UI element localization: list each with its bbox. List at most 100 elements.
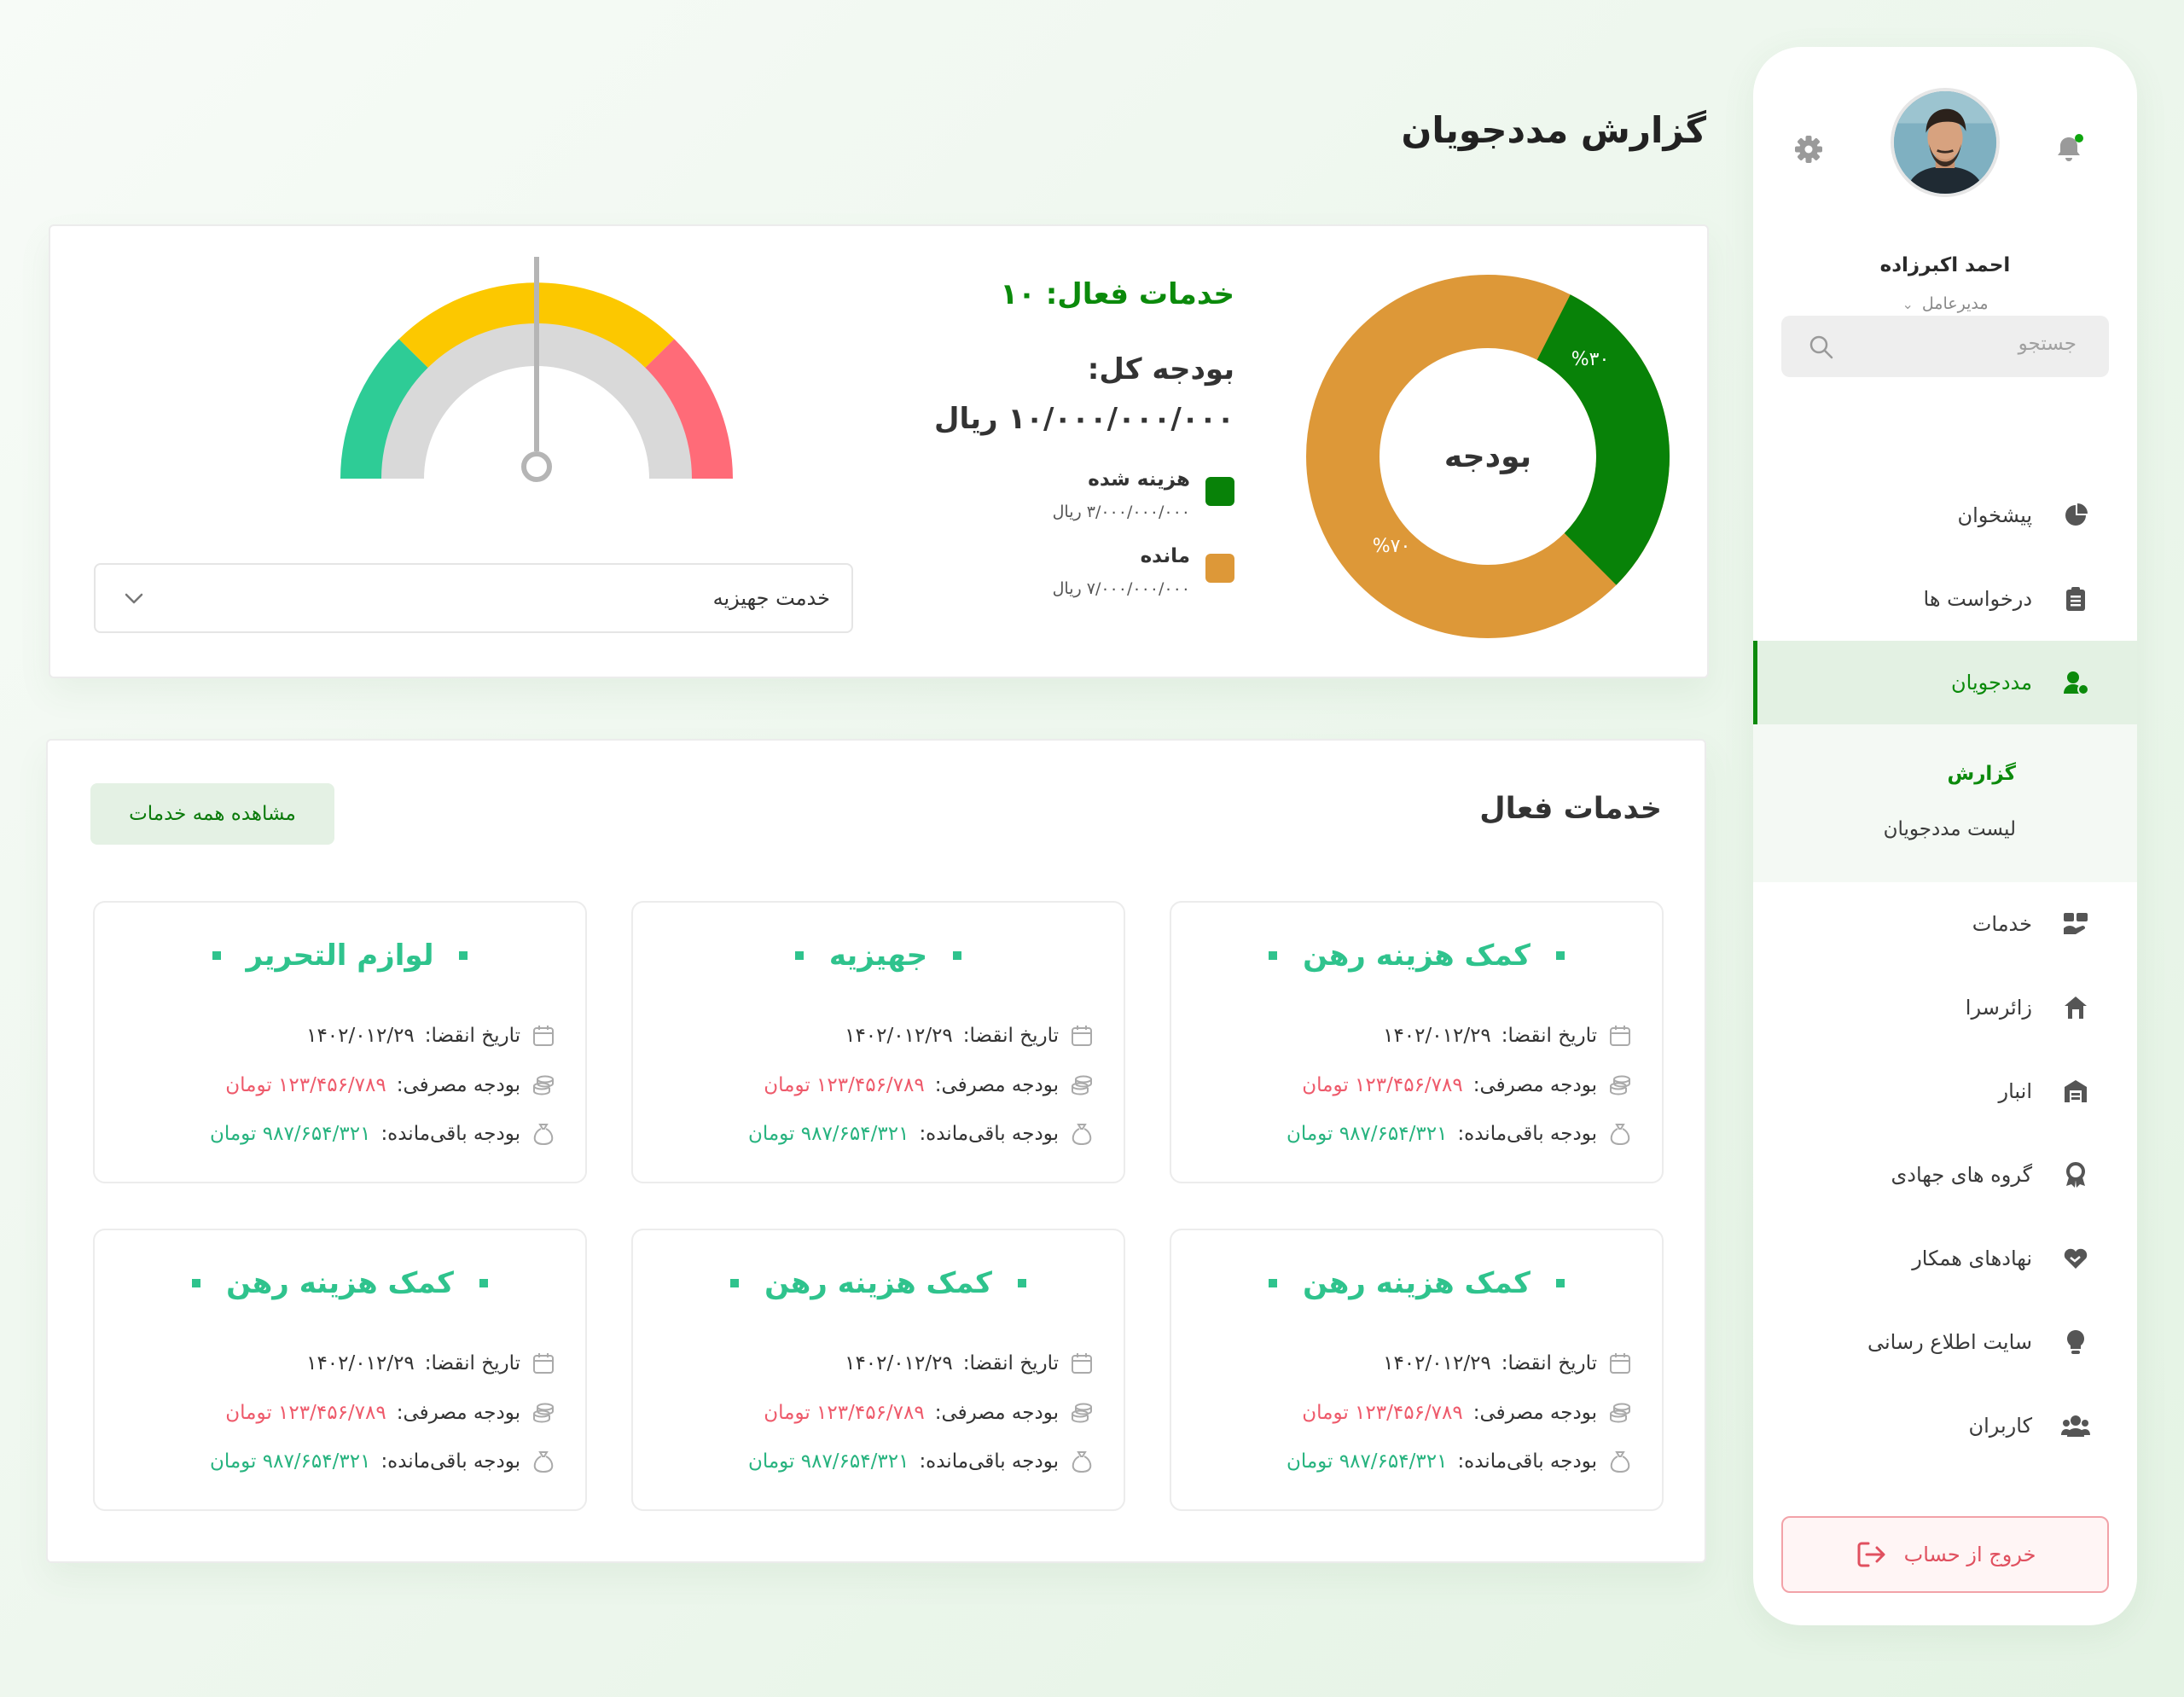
title-dot [1555,1279,1565,1287]
money-bag-icon [533,1124,554,1146]
sidebar-item-label: انبار [1998,1079,2033,1103]
sidebar-item-guesthouse[interactable]: زائرسرا [1753,966,2137,1049]
lightbulb-icon [2061,1328,2090,1357]
money-bag-icon [1610,1451,1630,1473]
donut-remaining-percent: %۷۰ [1373,536,1411,557]
sidebar-item-dashboard[interactable]: پیشخوان [1753,474,2137,557]
avatar[interactable] [1891,88,2000,197]
service-title-text: کمک هزینه رهن [1303,939,1531,973]
service-card-title: جهیزیه [633,939,1124,973]
expiry-value: ۱۴۰۲/۰۱۲/۲۹ [1383,1352,1491,1374]
coins-icon [533,1075,554,1095]
title-dot [1017,1279,1026,1287]
search-icon[interactable] [1807,333,1836,362]
service-title-text: کمک هزینه رهن [1303,1266,1531,1300]
remaining-value: ۹۸۷/۶۵۴/۳۲۱ تومان [1286,1123,1448,1145]
service-select[interactable]: خدمت جهیزیه [94,563,853,633]
expiry-row: تاریخ انقضا: ۱۴۰۲/۰۱۲/۲۹ [1383,1023,1633,1049]
title-dot [953,951,962,960]
remaining-value: ۹۸۷/۶۵۴/۳۲۱ تومان [747,1450,909,1473]
remaining-row: بودجه باقی‌مانده: ۹۸۷/۶۵۴/۳۲۱ تومان [210,1121,556,1147]
sidebar-item-clients[interactable]: مددجویان [1753,641,2137,724]
sidebar-item-label: خدمات [1972,912,2032,936]
service-card[interactable]: کمک هزینه رهن تاریخ انقضا: ۱۴۰۲/۰۱۲/۲۹ بودج… [1170,901,1664,1183]
sidebar-item-jihadi-groups[interactable]: گروه های جهادی [1753,1133,2137,1217]
donut-center-label: بودجه [1444,439,1531,474]
expiry-row: تاریخ انقضا: ۱۴۰۲/۰۱۲/۲۹ [845,1351,1095,1376]
sidebar-item-label: پیشخوان [1957,503,2032,527]
user-name: احمد اکبرزاده [1879,254,2011,276]
user-role[interactable]: مدیرعامل ⌄ [1753,294,2137,313]
view-all-services-button[interactable]: مشاهده همه خدمات [90,783,334,845]
legend-remaining-amount: ۷/۰۰۰/۰۰۰/۰۰۰ ریال [1052,579,1190,598]
spent-value: ۱۲۳/۴۵۶/۷۸۹ تومان [225,1074,386,1096]
expiry-value: ۱۴۰۲/۰۱۲/۲۹ [845,1352,953,1374]
spent-value: ۱۲۳/۴۵۶/۷۸۹ تومان [1302,1402,1463,1424]
sidebar-item-requests[interactable]: درخواست ها [1753,557,2137,641]
total-budget-value: ۱۰/۰۰۰/۰۰۰/۰۰۰ ریال [934,402,1234,436]
service-card[interactable]: لوازم التحریر تاریخ انقضا: ۱۴۰۲/۰۱۲/۲۹ بودج… [93,901,587,1183]
gear-icon[interactable] [1792,132,1826,166]
remaining-row: بودجه باقی‌مانده: ۹۸۷/۶۵۴/۳۲۱ تومان [748,1449,1095,1474]
logout-button[interactable]: خروج از حساب [1781,1516,2109,1593]
sidebar-item-label: نهادهای همکار [1912,1247,2032,1270]
sidebar-item-users[interactable]: کاربران [1753,1384,2137,1467]
search-input[interactable] [1838,333,2077,355]
title-dot [1269,1279,1278,1287]
spent-value: ۱۲۳/۴۵۶/۷۸۹ تومان [764,1402,925,1424]
coins-icon [1610,1403,1630,1423]
service-card[interactable]: کمک هزینه رهن تاریخ انقضا: ۱۴۰۲/۰۱۲/۲۹ بودج… [631,1229,1125,1511]
clipboard-icon [2061,584,2090,613]
expiry-label: تاریخ انقضا: [962,1025,1059,1047]
remaining-value: ۹۸۷/۶۵۴/۳۲۱ تومان [209,1123,371,1145]
spent-value: ۱۲۳/۴۵۶/۷۸۹ تومان [225,1402,386,1424]
expiry-value: ۱۴۰۲/۰۱۲/۲۹ [845,1025,953,1047]
notification-bell-icon[interactable] [2052,132,2086,166]
gauge-segment-red [636,339,733,479]
award-icon [2061,1160,2090,1189]
sidebar: احمد اکبرزاده مدیرعامل ⌄ پیشخوان درخواست … [1753,47,2137,1625]
coins-icon [1072,1403,1092,1423]
spent-label: بودجه مصرفی: [1472,1402,1597,1424]
title-dot [479,1279,488,1287]
remaining-label: بودجه باقی‌مانده: [1457,1450,1597,1473]
sidebar-nav: پیشخوان درخواست ها مددجویان گزارش لیست م… [1753,474,2137,1467]
remaining-row: بودجه باقی‌مانده: ۹۸۷/۶۵۴/۳۲۱ تومان [748,1121,1095,1147]
total-budget-label: بودجه کل: [1087,352,1234,386]
sidebar-item-services[interactable]: خدمات [1753,882,2137,966]
subnav-item-client-list[interactable]: لیست مددجویان [1883,817,2016,840]
expiry-value: ۱۴۰۲/۰۱۲/۲۹ [306,1025,415,1047]
subnav-item-report[interactable]: گزارش [1947,762,2016,785]
title-dot [212,951,221,960]
coins-icon [1072,1075,1092,1095]
sidebar-item-info-site[interactable]: سایت اطلاع رسانی [1753,1300,2137,1384]
house-icon [2061,993,2090,1022]
calendar-icon [533,1353,554,1374]
gauge-needle-hub [521,451,552,482]
sidebar-item-partners[interactable]: نهادهای همکار [1753,1217,2137,1300]
service-card[interactable]: جهیزیه تاریخ انقضا: ۱۴۰۲/۰۱۲/۲۹ بودجه مصرفی… [631,901,1125,1183]
sidebar-item-label: کاربران [1968,1414,2032,1438]
users-icon [2061,1411,2090,1440]
chevron-down-icon[interactable]: ⌄ [1902,296,1914,312]
title-dot [459,951,468,960]
expiry-row: تاریخ انقضا: ۱۴۰۲/۰۱۲/۲۹ [306,1023,556,1049]
handshake-heart-icon [2061,1244,2090,1273]
sidebar-item-label: درخواست ها [1923,587,2032,611]
title-dot [794,951,804,960]
user-badge-icon [2061,668,2090,697]
spent-row: بودجه مصرفی: ۱۲۳/۴۵۶/۷۸۹ تومان [1302,1072,1633,1098]
sidebar-item-label: سایت اطلاع رسانی [1867,1330,2032,1354]
remaining-row: بودجه باقی‌مانده: ۹۸۷/۶۵۴/۳۲۱ تومان [1287,1121,1633,1147]
expiry-row: تاریخ انقضا: ۱۴۰۲/۰۱۲/۲۹ [306,1351,556,1376]
coins-icon [533,1403,554,1423]
service-card-title: لوازم التحریر [95,939,585,973]
expiry-row: تاریخ انقضا: ۱۴۰۲/۰۱۲/۲۹ [1383,1351,1633,1376]
calendar-icon [1072,1026,1092,1046]
service-card[interactable]: کمک هزینه رهن تاریخ انقضا: ۱۴۰۲/۰۱۲/۲۹ بودج… [93,1229,587,1511]
service-card[interactable]: کمک هزینه رهن تاریخ انقضا: ۱۴۰۲/۰۱۲/۲۹ بودج… [1170,1229,1664,1511]
service-card-title: کمک هزینه رهن [95,1266,585,1300]
pie-chart-icon [2061,501,2090,530]
service-title-text: لوازم التحریر [246,939,434,973]
sidebar-item-warehouse[interactable]: انبار [1753,1049,2137,1133]
